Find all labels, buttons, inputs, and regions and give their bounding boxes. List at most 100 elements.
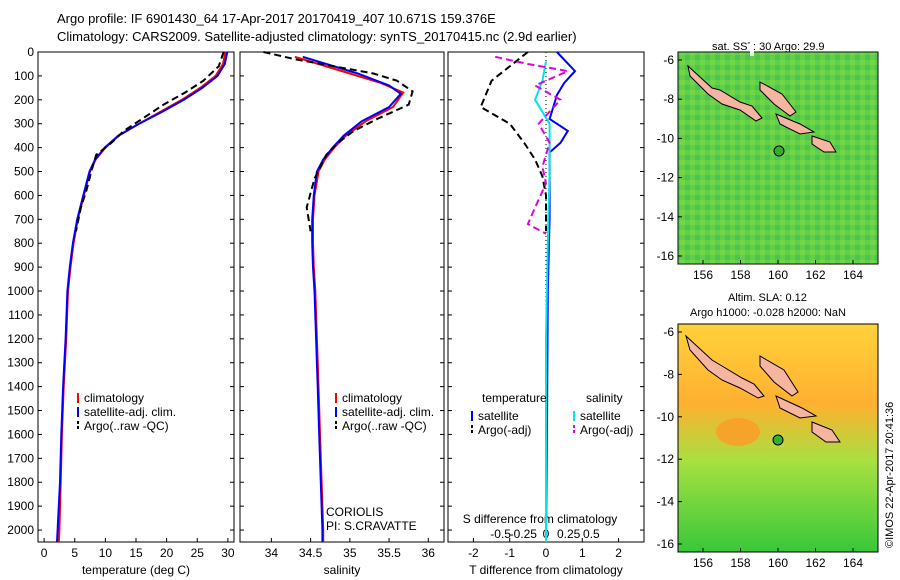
y-tick-label: 100	[14, 69, 34, 83]
header-line2: Climatology: CARS2009. Satellite-adjuste…	[57, 29, 577, 44]
argo-float-marker-sla	[772, 434, 784, 446]
map-y-tick-label: -12	[657, 452, 675, 466]
legend-header-salinity: salinity	[586, 391, 623, 405]
legend-header-temperature: temperature	[482, 391, 547, 405]
x-tick-label: 1	[579, 546, 586, 560]
y-tick-label: 1600	[7, 427, 34, 441]
sla-map-title2: Argo h1000: -0.028 h2000: NaN	[690, 307, 846, 319]
legend-label: satellite	[478, 409, 519, 423]
difference-xlabel: T difference from climatology	[469, 563, 623, 577]
y-tick-label: 800	[14, 236, 34, 250]
x-tick-label: 0	[543, 546, 550, 560]
series-line-s-satellite	[533, 61, 551, 542]
legend-label: satellite-adj. clim.	[84, 405, 176, 419]
y-tick-label: 600	[14, 188, 34, 202]
sst-map: sat. SST: 30 Argo: 29.9 156 158 160 162 164 -…	[657, 38, 879, 282]
y-tick-label: 1300	[7, 356, 34, 370]
y-tick-label: 200	[14, 93, 34, 107]
map-x-tick-label: 162	[805, 268, 825, 282]
x-tick-label: 25	[191, 546, 205, 560]
map-x-tick-label: 164	[843, 556, 863, 570]
y-tick-label: 2000	[7, 523, 34, 537]
series-line-s-argo-adj-	[494, 55, 572, 235]
map-x-tick-label: 158	[730, 268, 750, 282]
map-x-tick-label: 160	[768, 268, 788, 282]
sla-map: Altim. SLA: 0.12 Argo h1000: -0.028 h200…	[657, 292, 879, 570]
series-line-argo-raw-qc-	[75, 51, 225, 232]
map-y-tick-label: -10	[657, 131, 675, 145]
sla-island-chain	[685, 334, 765, 399]
x-tick-label: 30	[221, 546, 235, 560]
map-y-tick-label: -16	[657, 537, 675, 551]
x-tick-label: -2	[468, 546, 479, 560]
temperature-panel: 0100200300400500600700800900100011001200…	[7, 45, 235, 577]
y-tick-label: 1100	[8, 308, 34, 322]
series-line-argo-raw-qc-	[263, 51, 414, 232]
x-top-tick-label: -0.25	[510, 527, 538, 541]
map-x-tick-label: 164	[843, 268, 863, 282]
sst-island-4	[811, 135, 837, 153]
map-y-tick-label: -8	[663, 367, 674, 381]
map-y-tick-label: -12	[657, 171, 675, 185]
x-tick-label: 35	[343, 546, 357, 560]
y-tick-label: 900	[14, 260, 34, 274]
y-tick-label: 400	[14, 141, 34, 155]
sst-map-title: sat. SST: 30 Argo: 29.9	[712, 41, 825, 53]
x-tick-label: -1	[504, 546, 515, 560]
argo-float-marker	[773, 145, 785, 157]
salinity-axes-box	[239, 51, 445, 543]
sla-island-4	[811, 421, 841, 443]
series-line-satellite-adj-clim-	[56, 51, 229, 543]
temperature-xlabel: temperature (deg C)	[82, 563, 190, 577]
x-tick-label: 35.5	[377, 546, 401, 560]
temperature-axes-box	[37, 51, 235, 543]
sla-island-3	[775, 395, 818, 419]
x-tick-label: 15	[129, 546, 143, 560]
map-x-tick-label: 156	[693, 268, 713, 282]
x-top-tick-label: 0.25	[557, 527, 581, 541]
legend-label: climatology	[342, 391, 402, 405]
y-tick-label: 500	[14, 165, 34, 179]
sst-island-2	[759, 81, 797, 117]
x-tick-label: 20	[160, 546, 174, 560]
sla-axes: 156 158 160 162 164 -6 -8 -10 -12 -14 -16	[657, 325, 864, 570]
y-tick-label: 1000	[7, 284, 34, 298]
y-tick-label: 1700	[7, 451, 34, 465]
map-y-tick-label: -14	[657, 210, 675, 224]
pi-label: PI: S.CRAVATTE	[326, 519, 417, 533]
legend-label: Argo(-adj)	[580, 423, 633, 437]
header-line1: Argo profile: IF 6901430_64 17-Apr-2017 …	[57, 11, 496, 26]
y-tick-label: 1500	[7, 404, 34, 418]
sst-island-3	[775, 113, 816, 135]
difference-xlabel-top: S difference from climatology	[463, 512, 618, 526]
sla-map-title1: Altim. SLA: 0.12	[728, 292, 807, 304]
x-tick-label: 34.5	[299, 546, 323, 560]
legend-label: climatology	[84, 391, 144, 405]
map-x-tick-label: 162	[805, 556, 825, 570]
y-tick-label: 1900	[7, 499, 34, 513]
x-tick-label: 10	[99, 546, 113, 560]
y-tick-label: 1800	[7, 475, 34, 489]
salinity-xlabel: salinity	[324, 563, 361, 577]
legend-label: satellite	[580, 409, 621, 423]
sst-axes: 156 158 160 162 164 -6 -8 -10 -12 -14 -16	[657, 53, 864, 282]
map-y-tick-label: -10	[657, 410, 675, 424]
sla-island-2	[759, 355, 799, 397]
series-line-satellite-adj-clim-	[302, 55, 403, 542]
map-y-tick-label: -14	[657, 495, 675, 509]
sst-island-chain	[687, 64, 763, 122]
y-tick-label: 1200	[7, 332, 34, 346]
difference-panel: -2 -1 0 1 2 T difference from climatology -0.5…	[447, 51, 645, 577]
x-tick-label: 36	[422, 546, 436, 560]
x-tick-label: 5	[71, 546, 78, 560]
x-top-tick-label: -0.5	[490, 527, 511, 541]
imos-credit: ©IMOS 22-Apr-2017 20:41:36	[884, 402, 896, 548]
x-tick-label: 2	[615, 546, 622, 560]
map-x-tick-label: 160	[768, 556, 788, 570]
map-y-tick-label: -16	[657, 249, 675, 263]
legend-label: Argo(..raw -QC)	[84, 419, 169, 433]
x-tick-label: 0	[41, 546, 48, 560]
y-tick-label: 300	[14, 117, 34, 131]
x-top-tick-label: 0.5	[583, 527, 600, 541]
